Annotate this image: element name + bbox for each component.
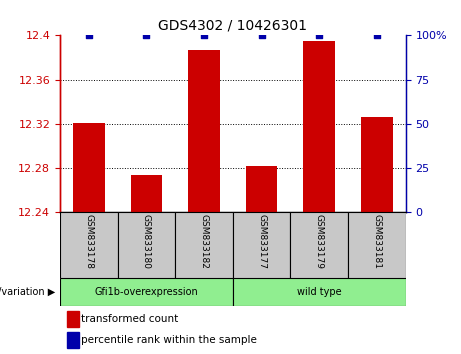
Text: GSM833182: GSM833182	[200, 215, 208, 269]
Bar	[60, 212, 118, 278]
Bar	[348, 212, 406, 278]
Bar	[233, 278, 406, 306]
Text: GSM833178: GSM833178	[84, 215, 93, 269]
Text: transformed count: transformed count	[81, 314, 178, 324]
Bar	[130, 175, 162, 212]
Title: GDS4302 / 10426301: GDS4302 / 10426301	[158, 19, 307, 33]
Point	[85, 33, 92, 38]
Bar	[60, 278, 233, 306]
Bar	[188, 50, 220, 212]
Bar	[67, 332, 79, 348]
Point	[200, 33, 207, 38]
Text: GSM833181: GSM833181	[372, 215, 381, 269]
Bar	[73, 123, 105, 212]
Text: wild type: wild type	[297, 287, 342, 297]
Bar	[361, 117, 393, 212]
Point	[142, 33, 150, 38]
Text: percentile rank within the sample: percentile rank within the sample	[81, 335, 257, 345]
Point	[373, 33, 381, 38]
Bar	[303, 41, 335, 212]
Bar	[233, 212, 290, 278]
Bar	[246, 166, 278, 212]
Text: genotype/variation ▶: genotype/variation ▶	[0, 287, 55, 297]
Text: GSM833180: GSM833180	[142, 215, 151, 269]
Bar	[175, 212, 233, 278]
Text: GSM833177: GSM833177	[257, 215, 266, 269]
Text: Gfi1b-overexpression: Gfi1b-overexpression	[95, 287, 198, 297]
Point	[315, 33, 323, 38]
Bar	[67, 311, 79, 327]
Point	[258, 33, 266, 38]
Bar	[118, 212, 175, 278]
Bar	[290, 212, 348, 278]
Text: GSM833179: GSM833179	[315, 215, 324, 269]
